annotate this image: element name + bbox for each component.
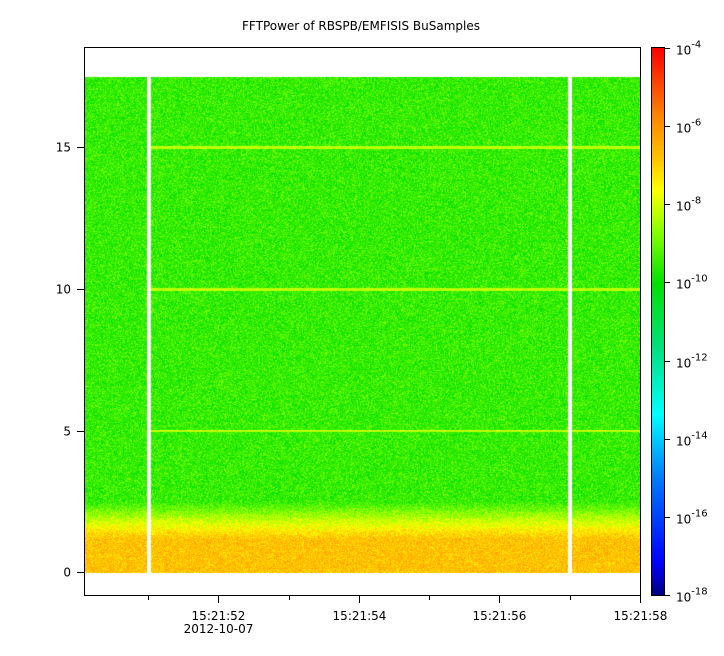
x-tick-label: 15:21:56 bbox=[473, 609, 527, 623]
colorbar-gradient bbox=[652, 48, 664, 595]
chart-title: FFTPower of RBSPB/EMFISIS BuSamples bbox=[242, 19, 480, 33]
spectrogram-image bbox=[85, 48, 640, 595]
colorbar-tick-label: 10-12 bbox=[676, 353, 708, 371]
colorbar-tick-label: 10-14 bbox=[676, 431, 708, 449]
colorbar-tick-label: 10-4 bbox=[676, 40, 701, 58]
y-tick-label: 10 bbox=[56, 283, 71, 297]
y-axis: 0 5 10 15 bbox=[56, 141, 85, 580]
y-tick-label: 5 bbox=[63, 425, 71, 439]
x-tick-label: 15:21:54 bbox=[333, 609, 387, 623]
colorbar: 10-18 10-16 10-14 10-12 10-10 10-8 10-6 10-4 bbox=[651, 40, 708, 605]
colorbar-tick-label: 10-16 bbox=[676, 509, 708, 527]
y-tick-label: 15 bbox=[56, 141, 71, 155]
x-tick-label: 15:21:52 bbox=[192, 609, 246, 623]
plot-area bbox=[84, 47, 641, 596]
colorbar-frame bbox=[651, 47, 665, 596]
colorbar-tick-label: 10-10 bbox=[676, 274, 708, 292]
x-tick-date-label: 2012-10-07 bbox=[184, 622, 254, 636]
colorbar-ticks: 10-18 10-16 10-14 10-12 10-10 10-8 10-6 10-4 bbox=[664, 40, 708, 605]
plot-frame bbox=[84, 47, 641, 596]
y-tick-label: 0 bbox=[63, 566, 71, 580]
x-tick-label: 15:21:58 bbox=[614, 609, 668, 623]
colorbar-tick-label: 10-6 bbox=[676, 118, 701, 136]
colorbar-tick-label: 10-8 bbox=[676, 196, 701, 214]
colorbar-tick-label: 10-18 bbox=[676, 587, 708, 605]
